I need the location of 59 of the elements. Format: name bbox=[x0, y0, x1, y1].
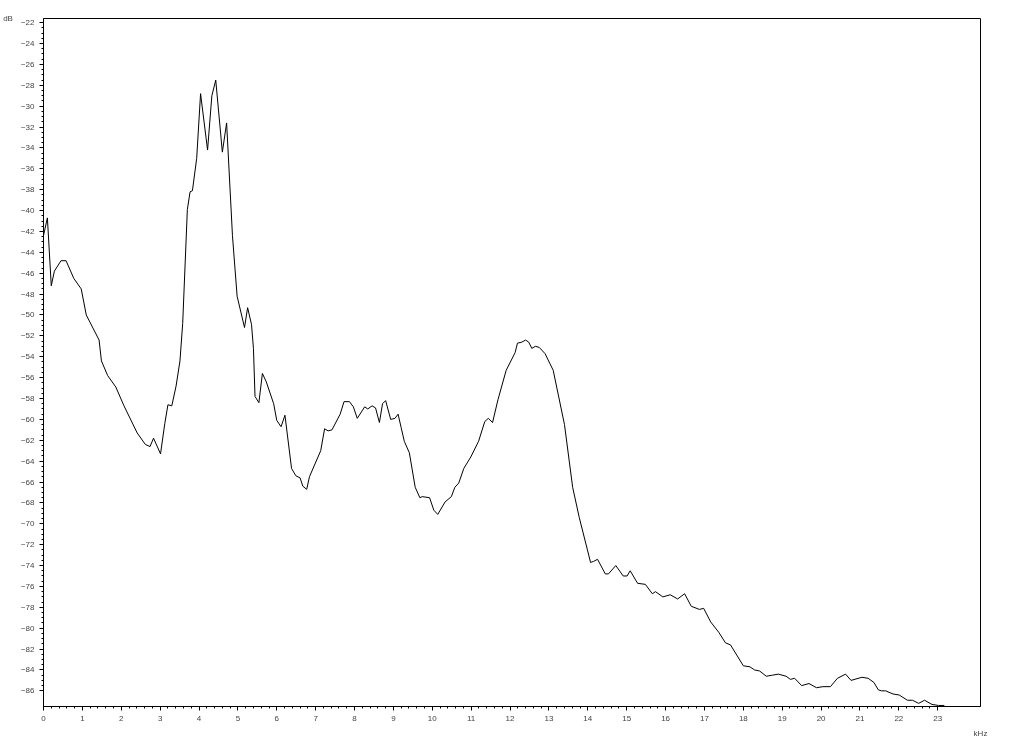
y-tick-label: −36 bbox=[20, 164, 36, 174]
y-tick-label: −48 bbox=[20, 289, 36, 299]
x-tick-label: 3 bbox=[157, 713, 163, 723]
y-tick-label: −68 bbox=[20, 498, 36, 508]
y-tick-label: −58 bbox=[20, 394, 36, 404]
y-axis-title: dB bbox=[3, 14, 13, 23]
x-tick-label: 20 bbox=[816, 713, 827, 723]
y-tick-label: −26 bbox=[20, 59, 36, 69]
y-tick-label: −84 bbox=[20, 665, 36, 675]
x-tick-label: 8 bbox=[352, 713, 358, 723]
y-tick-label: −30 bbox=[20, 101, 36, 111]
y-tick-label: −52 bbox=[20, 331, 36, 341]
y-tick-label: −78 bbox=[20, 602, 36, 612]
x-tick-label: 19 bbox=[777, 713, 788, 723]
y-tick-label: −50 bbox=[20, 310, 36, 320]
y-tick-label: −28 bbox=[20, 80, 36, 90]
y-tick-label: −38 bbox=[20, 185, 36, 195]
x-tick-label: 16 bbox=[661, 713, 671, 723]
y-tick-label: −24 bbox=[20, 39, 36, 49]
y-tick-label: −22 bbox=[20, 18, 36, 28]
y-tick-label: −46 bbox=[20, 268, 36, 278]
x-tick-label: 9 bbox=[391, 713, 397, 723]
y-tick-label: −54 bbox=[20, 352, 36, 362]
x-tick-label: 15 bbox=[622, 713, 632, 723]
x-tick-label: 14 bbox=[583, 713, 593, 723]
x-tick-label: 2 bbox=[119, 713, 125, 723]
x-tick-label: 21 bbox=[855, 713, 865, 723]
x-tick-label: 0 bbox=[41, 713, 47, 723]
x-tick-label: 22 bbox=[894, 713, 904, 723]
x-tick-label: 10 bbox=[427, 713, 438, 723]
y-tick-label: −80 bbox=[20, 623, 36, 633]
x-tick-label: 6 bbox=[274, 713, 280, 723]
x-tick-label: 17 bbox=[700, 713, 710, 723]
y-tick-label: −66 bbox=[20, 477, 36, 487]
y-tick-label: −64 bbox=[20, 456, 36, 466]
x-axis-title: kHz bbox=[973, 728, 988, 738]
y-tick-label: −40 bbox=[20, 206, 36, 216]
x-tick-label: 4 bbox=[196, 713, 202, 723]
x-tick-label: 18 bbox=[738, 713, 749, 723]
y-tick-label: −32 bbox=[20, 122, 36, 132]
x-tick-label: 11 bbox=[467, 713, 476, 723]
x-tick-label: 23 bbox=[933, 713, 943, 723]
y-tick-label: −44 bbox=[20, 247, 36, 257]
x-tick-label: 12 bbox=[505, 713, 516, 723]
x-tick-label: 7 bbox=[313, 713, 319, 723]
y-tick-label: −62 bbox=[20, 435, 36, 445]
y-tick-label: −72 bbox=[20, 540, 36, 550]
y-tick-label: −76 bbox=[20, 581, 36, 591]
y-tick-label: −34 bbox=[20, 143, 36, 153]
y-tick-label: −70 bbox=[20, 519, 36, 529]
y-tick-label: −74 bbox=[20, 561, 36, 571]
y-tick-label: −82 bbox=[20, 644, 36, 654]
y-tick-label: −86 bbox=[20, 686, 36, 696]
x-tick-label: 5 bbox=[235, 713, 241, 723]
x-tick-label: 13 bbox=[544, 713, 554, 723]
y-tick-label: −60 bbox=[20, 414, 36, 424]
y-tick-label: −42 bbox=[20, 226, 36, 236]
x-tick-label: 1 bbox=[80, 713, 86, 723]
y-tick-label: −56 bbox=[20, 373, 36, 383]
